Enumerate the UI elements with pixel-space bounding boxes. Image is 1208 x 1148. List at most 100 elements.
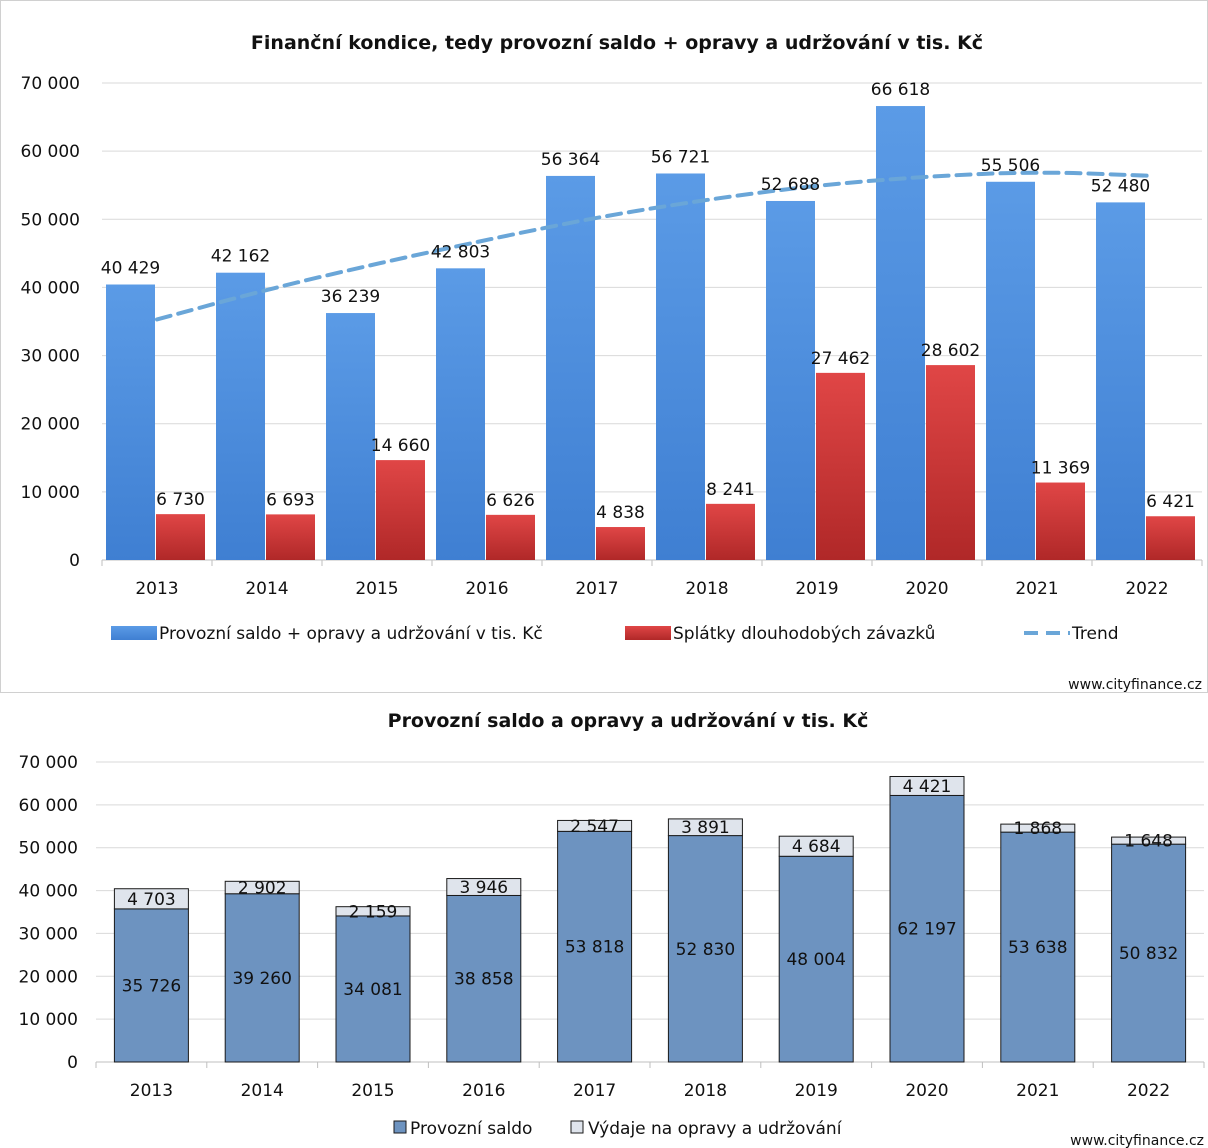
top-bar-provozni-saldo-opravy [436, 268, 485, 560]
bottom-bar-vydaje-opravy [335, 906, 411, 917]
bottom-data-label-provozni-saldo: 62 197 [897, 920, 956, 940]
bottom-y-tick-label: 60 000 [19, 796, 78, 816]
top-x-tick-label: 2013 [135, 579, 178, 599]
top-data-label-splatky: 6 421 [1146, 492, 1195, 512]
bottom-y-tick-label: 40 000 [19, 882, 78, 902]
bottom-data-label-vydaje-opravy: 1 868 [1013, 819, 1062, 839]
top-data-label-splatky: 27 462 [811, 349, 870, 369]
bottom-bar-provozni-saldo [446, 894, 522, 1063]
bottom-data-label-provozni-saldo: 34 081 [343, 980, 402, 1000]
bottom-data-label-vydaje-opravy: 2 902 [238, 879, 287, 899]
top-x-tick-label: 2015 [355, 579, 398, 599]
bottom-data-label-vydaje-opravy: 4 703 [127, 890, 176, 910]
bottom-y-tick-label: 30 000 [19, 924, 78, 944]
top-bar-provozni-saldo-opravy [546, 175, 595, 560]
top-data-label-provozni-saldo-opravy: 52 480 [1091, 176, 1150, 196]
top-data-label-splatky: 28 602 [921, 341, 980, 361]
bottom-data-label-provozni-saldo: 50 832 [1119, 944, 1178, 964]
bottom-legend-label-vydaje-opravy: Výdaje na opravy a udržování [588, 1119, 843, 1139]
bottom-data-label-provozni-saldo: 53 638 [1008, 938, 1067, 958]
top-data-label-provozni-saldo-opravy: 36 239 [321, 287, 380, 307]
bottom-chart-title: Provozní saldo a opravy a udržování v ti… [388, 710, 869, 732]
bottom-legend-swatch-provozni-saldo [393, 1120, 407, 1134]
top-data-label-splatky: 6 730 [156, 490, 205, 510]
bottom-bar-provozni-saldo [557, 830, 633, 1063]
bottom-bar-vydaje-opravy [557, 819, 633, 832]
top-bar-provozni-saldo-opravy [766, 200, 815, 560]
bottom-bar-provozni-saldo [889, 794, 965, 1063]
bottom-y-tick-label: 0 [67, 1053, 78, 1073]
top-bar-splatky [1036, 482, 1085, 560]
bottom-legend-swatch-vydaje-opravy [570, 1120, 584, 1134]
top-y-tick-label: 0 [69, 551, 80, 571]
bottom-x-tick-label: 2020 [905, 1081, 948, 1101]
top-bar-provozni-saldo-opravy [986, 181, 1035, 561]
top-data-label-splatky: 11 369 [1031, 459, 1090, 479]
top-data-label-splatky: 8 241 [706, 480, 755, 500]
bottom-bar-vydaje-opravy [778, 835, 854, 857]
top-bar-provozni-saldo-opravy [656, 173, 705, 561]
top-bar-provozni-saldo-opravy [326, 313, 375, 560]
bottom-x-tick-label: 2019 [795, 1081, 838, 1101]
top-legend-swatch-splatky [625, 626, 671, 640]
bottom-bar-vydaje-opravy [1000, 823, 1076, 833]
bottom-bar-vydaje-opravy [113, 888, 189, 910]
bottom-bar-provozni-saldo [667, 835, 743, 1063]
top-y-tick-label: 20 000 [21, 415, 80, 435]
top-x-tick-label: 2022 [1125, 579, 1168, 599]
bottom-bar-provozni-saldo [1000, 831, 1076, 1063]
bottom-y-tick-label: 10 000 [19, 1010, 78, 1030]
bottom-data-label-provozni-saldo: 52 830 [676, 940, 735, 960]
top-chart-title: Finanční kondice, tedy provozní saldo + … [251, 32, 983, 54]
bottom-data-label-provozni-saldo: 39 260 [232, 969, 291, 989]
top-data-label-splatky: 4 838 [596, 503, 645, 523]
bottom-data-label-provozni-saldo: 48 004 [786, 950, 845, 970]
top-y-tick-label: 70 000 [21, 74, 80, 94]
top-source-credit: www.cityfinance.cz [1068, 677, 1202, 693]
top-y-tick-label: 60 000 [21, 142, 80, 162]
bottom-y-tick-label: 50 000 [19, 839, 78, 859]
top-data-label-provozni-saldo-opravy: 56 364 [541, 150, 600, 170]
top-bar-splatky [376, 460, 425, 560]
bottom-data-label-vydaje-opravy: 4 421 [903, 777, 952, 797]
bottom-bar-vydaje-opravy [446, 878, 522, 896]
bottom-data-label-vydaje-opravy: 3 946 [459, 878, 508, 898]
top-y-tick-label: 50 000 [21, 210, 80, 230]
top-bar-splatky [156, 514, 205, 560]
top-data-label-provozni-saldo-opravy: 56 721 [651, 147, 710, 167]
top-y-tick-label: 40 000 [21, 278, 80, 298]
top-legend-label-trend: Trend [1071, 624, 1119, 644]
top-bar-provozni-saldo-opravy [1096, 202, 1145, 560]
top-bar-splatky [706, 503, 755, 560]
top-x-tick-label: 2018 [685, 579, 728, 599]
top-x-tick-label: 2019 [795, 579, 838, 599]
top-data-label-provozni-saldo-opravy: 55 506 [981, 156, 1040, 176]
bottom-bar-provozni-saldo [113, 908, 189, 1063]
bottom-data-label-vydaje-opravy: 1 648 [1124, 832, 1173, 852]
bottom-bar-vydaje-opravy [667, 818, 743, 837]
bottom-bar-provozni-saldo [224, 893, 300, 1063]
bottom-data-label-provozni-saldo: 35 726 [122, 976, 181, 996]
top-data-label-splatky: 6 626 [486, 491, 535, 511]
top-data-label-provozni-saldo-opravy: 42 162 [211, 247, 270, 267]
top-legend-label-splatky: Splátky dlouhodobých závazků [673, 624, 935, 644]
bottom-x-tick-label: 2014 [241, 1081, 284, 1101]
top-bar-splatky [486, 514, 535, 560]
bottom-data-label-vydaje-opravy: 2 159 [349, 902, 398, 922]
top-y-tick-label: 30 000 [21, 347, 80, 367]
top-data-label-provozni-saldo-opravy: 66 618 [871, 80, 930, 100]
top-bar-splatky [926, 365, 975, 560]
top-bar-provozni-saldo-opravy [216, 272, 265, 560]
top-bar-provozni-saldo-opravy [876, 106, 925, 561]
top-x-tick-label: 2020 [905, 579, 948, 599]
top-bar-splatky [266, 514, 315, 560]
bottom-data-label-vydaje-opravy: 4 684 [792, 837, 841, 857]
bottom-bar-vydaje-opravy [1111, 836, 1187, 845]
top-bar-splatky [1146, 516, 1195, 560]
bottom-x-tick-label: 2021 [1016, 1081, 1059, 1101]
top-x-tick-label: 2017 [575, 579, 618, 599]
bottom-x-tick-label: 2016 [462, 1081, 505, 1101]
bottom-bar-provozni-saldo [778, 855, 854, 1063]
